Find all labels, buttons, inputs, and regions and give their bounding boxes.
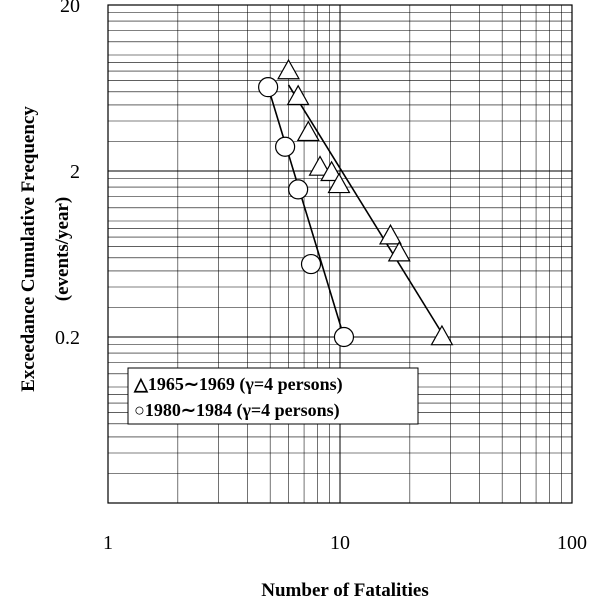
triangle-marker: [286, 84, 310, 106]
fit-line-series-1: [287, 84, 441, 331]
circle-marker: [258, 77, 279, 98]
x-tick-labels: 1 10 100: [103, 532, 587, 554]
triangle-marker: [327, 172, 351, 194]
y-tick-label: 2: [70, 161, 80, 183]
x-tick-label: 10: [330, 532, 350, 554]
circle-marker: [333, 326, 355, 348]
fit-line-series-2: [267, 86, 345, 338]
circle-marker: [300, 253, 322, 275]
legend: △1965∼1969 (γ=4 persons) ○1980∼1984 (γ=4…: [127, 367, 419, 425]
legend-entry-1980-1984: ○1980∼1984 (γ=4 persons): [134, 400, 340, 421]
triangle-marker: [296, 120, 320, 142]
legend-entry-1965-1969: △1965∼1969 (γ=4 persons): [133, 374, 343, 395]
y-axis-unit-label: (events/year): [52, 197, 73, 301]
circle-marker: [275, 136, 296, 157]
triangle-marker: [308, 155, 332, 176]
data-markers: [258, 58, 454, 348]
triangle-marker: [430, 324, 454, 346]
y-axis-label: Exceedance Cumulative Frequency: [18, 106, 39, 392]
grid: [108, 5, 572, 503]
x-axis-label: Number of Fatalities: [261, 580, 428, 601]
y-tick-label: 20: [60, 0, 80, 17]
circle-marker: [288, 179, 309, 200]
x-tick-label: 100: [557, 532, 587, 554]
triangle-marker: [320, 160, 344, 182]
y-tick-labels: 0.2 2 20: [55, 0, 80, 349]
triangle-marker: [387, 240, 411, 262]
triangle-marker: [277, 58, 301, 80]
legend-box: [127, 367, 419, 425]
fit-lines: [267, 84, 441, 338]
x-tick-label: 1: [103, 532, 113, 554]
y-tick-label: 0.2: [55, 327, 80, 349]
triangle-marker: [378, 223, 402, 245]
plot-frame: [107, 4, 573, 504]
